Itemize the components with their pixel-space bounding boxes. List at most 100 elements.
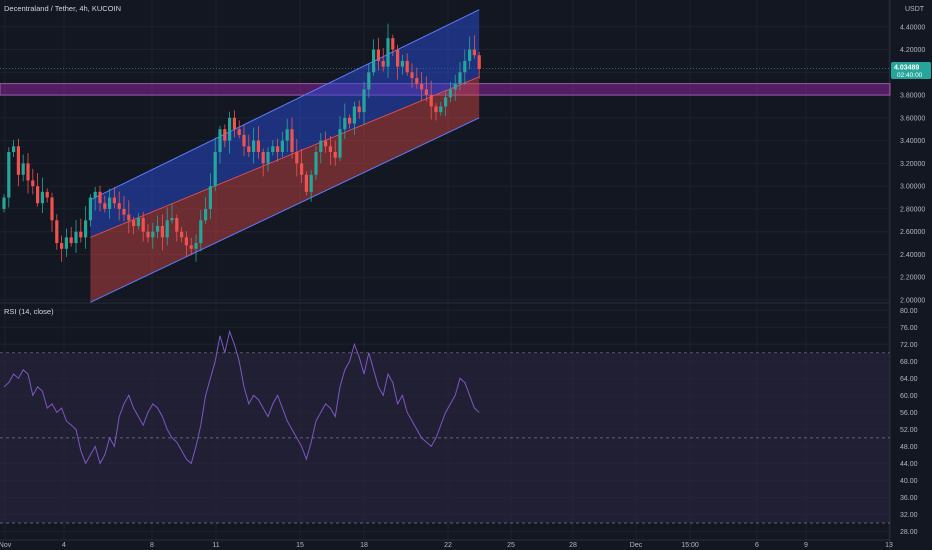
candle-body [261, 152, 265, 164]
symbol-title[interactable]: Decentraland / Tether, 4h, KUCOIN [4, 4, 121, 13]
candle-body [348, 117, 352, 124]
candle-body [2, 197, 6, 209]
candle-body [7, 152, 11, 198]
candle-body [415, 78, 419, 84]
candle-body [252, 140, 256, 152]
time-tick-label: Dec [630, 542, 643, 549]
time-tick-label: 28 [569, 542, 577, 549]
candle-body [194, 243, 198, 249]
price-tick-label: 2.40000 [900, 252, 925, 259]
candle-body [468, 49, 472, 61]
candle-body [295, 152, 299, 164]
time-tick-label: 15:00 [681, 542, 699, 549]
time-axis[interactable]: Nov 4 8 11 15 18 22 25 28 Dec 15:00 6 9 13 [0, 542, 893, 549]
candle-body [439, 106, 443, 113]
candle-body [324, 140, 328, 147]
candle-body [103, 203, 107, 209]
rsi-title[interactable]: RSI (14, close) [4, 307, 54, 316]
candle-body [180, 231, 184, 238]
badge-bg [891, 62, 931, 79]
candle-body [45, 191, 49, 198]
candle-body [50, 197, 54, 221]
rsi-tick-label: 56.00 [900, 410, 918, 417]
candle-body [108, 197, 112, 209]
badge-countdown: 02:40:00 [897, 72, 923, 79]
time-tick-label: Nov [0, 542, 12, 549]
candle-body [424, 89, 428, 96]
candle-body [300, 163, 304, 175]
rsi-tick-label: 72.00 [900, 342, 918, 349]
candle-body [386, 38, 390, 67]
price-tick-label: 2.60000 [900, 229, 925, 236]
candle-body [156, 226, 160, 232]
rsi-tick-label: 52.00 [900, 427, 918, 434]
candle-body [453, 83, 457, 90]
rsi-tick-label: 32.00 [900, 512, 918, 519]
candle-body [146, 231, 150, 238]
candle-body [396, 49, 400, 67]
candle-body [266, 152, 270, 164]
candle-body [112, 197, 116, 204]
candle-body [170, 218, 174, 221]
candle-body [429, 95, 433, 107]
price-tick-label: 4.20000 [900, 47, 925, 54]
candle-body [410, 72, 414, 78]
price-tick-label: 3.80000 [900, 93, 925, 100]
candle-body [117, 203, 121, 209]
price-tick-label: 4.40000 [900, 24, 925, 31]
candle-body [160, 226, 164, 238]
rsi-tick-label: 76.00 [900, 325, 918, 332]
candle-body [93, 191, 97, 198]
candle-body [362, 89, 366, 113]
candle-body [472, 49, 476, 56]
candle-body [98, 191, 102, 204]
candle-body [165, 220, 169, 238]
badge-price: 4.03489 [894, 65, 919, 72]
candle-body [400, 60, 404, 67]
candle-body [175, 218, 179, 232]
time-tick-label: 22 [444, 542, 452, 549]
candle-body [55, 220, 59, 244]
candle-body [256, 140, 260, 152]
candle-body [64, 237, 68, 249]
channel-lower-fill [90, 76, 480, 303]
price-tick-label: 3.40000 [900, 138, 925, 145]
rsi-axis[interactable]: 80.00 76.00 72.00 68.00 64.00 60.00 56.00 52.00… [900, 308, 918, 536]
candle-body [12, 146, 16, 152]
candle-body [448, 89, 452, 98]
candle-body [304, 174, 308, 192]
rsi-tick-label: 68.00 [900, 359, 918, 366]
candle-body [232, 117, 236, 130]
candle-body [420, 83, 424, 90]
rsi-tick-label: 40.00 [900, 478, 918, 485]
last-price-badge: 4.03489 02:40:00 [891, 62, 931, 79]
candle-body [151, 231, 155, 238]
candle-body [74, 231, 78, 244]
candle-body [328, 146, 332, 152]
candle-body [367, 72, 371, 90]
price-tick-label: 2.20000 [900, 275, 925, 282]
candle-body [309, 174, 313, 192]
candle-body [26, 163, 30, 181]
candle-body [271, 146, 275, 152]
candle-body [357, 106, 361, 113]
candle-body [204, 208, 208, 221]
rsi-line [3, 329, 480, 465]
candle-body [60, 243, 64, 249]
candle-body [21, 163, 25, 175]
candle-body [376, 49, 380, 61]
time-tick-label: 8 [150, 542, 154, 549]
candle-body [136, 218, 140, 226]
candle-body [199, 220, 203, 244]
channel-mid-line [90, 76, 480, 238]
time-tick-label: 15 [296, 542, 304, 549]
candle-body [40, 191, 44, 204]
rsi-pane [0, 329, 890, 524]
price-axis[interactable]: 4.400004.200004.000003.800003.600003.400… [900, 24, 925, 304]
channel-upper-line [90, 9, 480, 201]
rsi-tick-label: 64.00 [900, 376, 918, 383]
candle-body [444, 97, 448, 107]
candle-body [218, 129, 222, 152]
candle-body [372, 49, 376, 73]
